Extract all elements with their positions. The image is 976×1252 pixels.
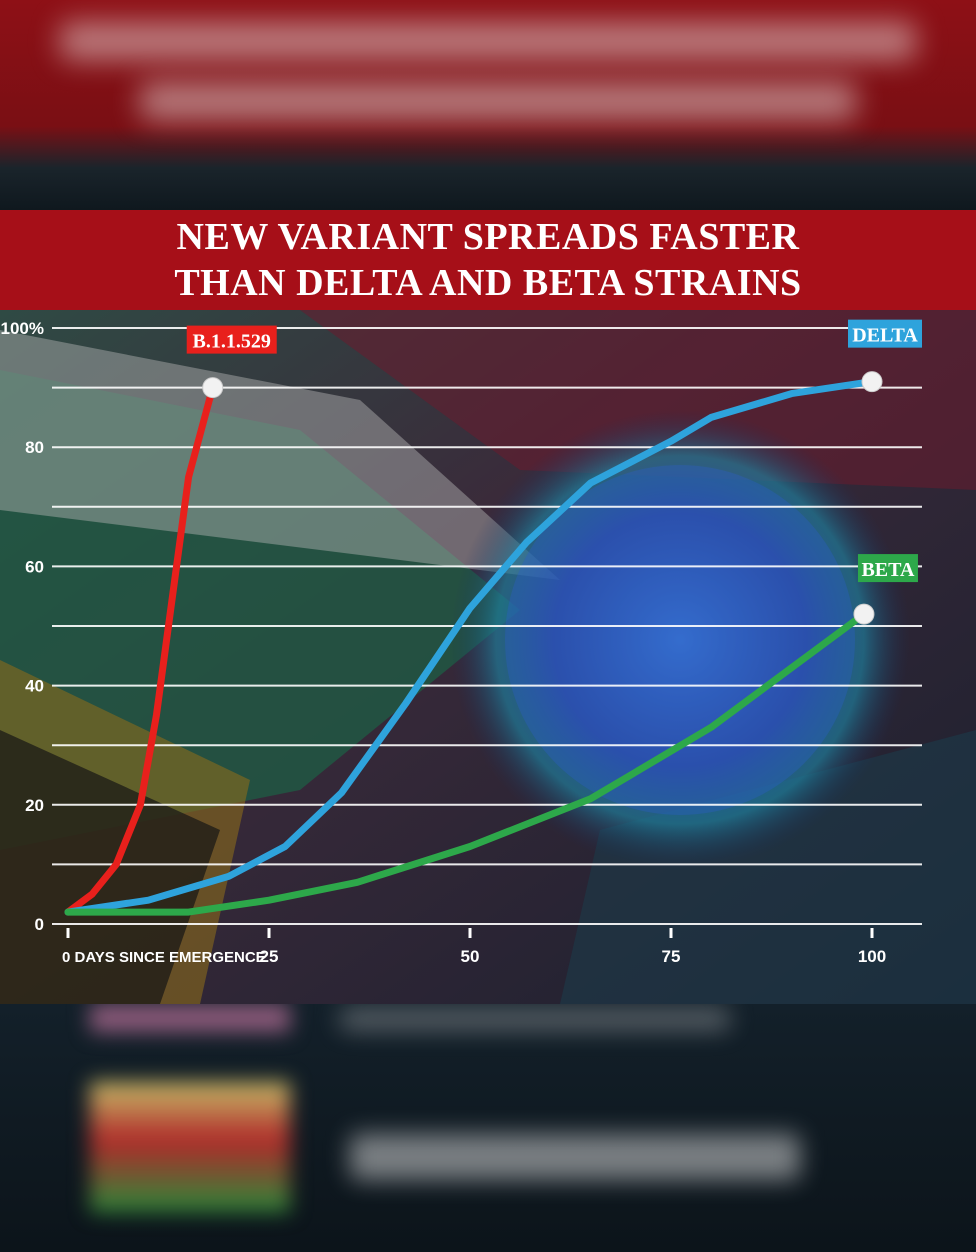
labels-layer: B.1.1.529 DELTA BETA — [186, 319, 922, 583]
series-label: BETA — [861, 559, 915, 581]
series-line — [64, 378, 876, 916]
blurred-text-line — [140, 82, 856, 120]
series-layer — [64, 371, 883, 916]
blurred-text-line — [340, 1008, 730, 1030]
x-tick-label: 25 — [260, 947, 279, 966]
x-tick-label: 100 — [858, 947, 886, 966]
blurred-text-line — [350, 1134, 800, 1180]
headline-banner: NEW VARIANT SPREADS FASTER THAN DELTA AN… — [0, 210, 976, 310]
background-art — [0, 310, 976, 1004]
y-tick-label: 60 — [25, 557, 44, 576]
y-tick-label: 100% — [1, 319, 44, 338]
y-tick-label: 80 — [25, 438, 44, 457]
chart-area: 0 20 40 60 80 100% 0 DAYS SINCE EMERGENCE 25 50 7… — [0, 310, 976, 1004]
series-end-point — [853, 603, 875, 625]
x-tick-label: 50 — [461, 947, 480, 966]
blurred-bottom-area — [0, 1004, 976, 1252]
series-line — [64, 384, 217, 916]
series-end-point — [202, 377, 224, 399]
blurred-thumbnail — [90, 1082, 290, 1212]
series-label-box — [186, 325, 277, 354]
series-label-box — [857, 554, 918, 583]
y-tick-label: 40 — [25, 677, 44, 696]
y-tick-label: 0 — [35, 915, 44, 934]
blurred-top-area — [0, 0, 976, 210]
headline-line-2: THAN DELTA AND BETA STRAINS — [174, 262, 802, 304]
headline-line-1: NEW VARIANT SPREADS FASTER — [176, 216, 800, 258]
x-tick-label: 0 DAYS SINCE EMERGENCE — [62, 949, 266, 966]
series-label: B.1.1.529 — [193, 331, 271, 353]
series-end-point — [861, 371, 883, 393]
x-tick-label: 75 — [662, 947, 681, 966]
blurred-text-line — [60, 22, 916, 60]
series-line — [64, 610, 868, 916]
y-tick-label: 20 — [25, 796, 44, 815]
series-label: DELTA — [852, 325, 918, 347]
blurred-thumbnail — [90, 1004, 290, 1032]
gridlines — [52, 327, 922, 925]
series-label-box — [848, 319, 922, 348]
